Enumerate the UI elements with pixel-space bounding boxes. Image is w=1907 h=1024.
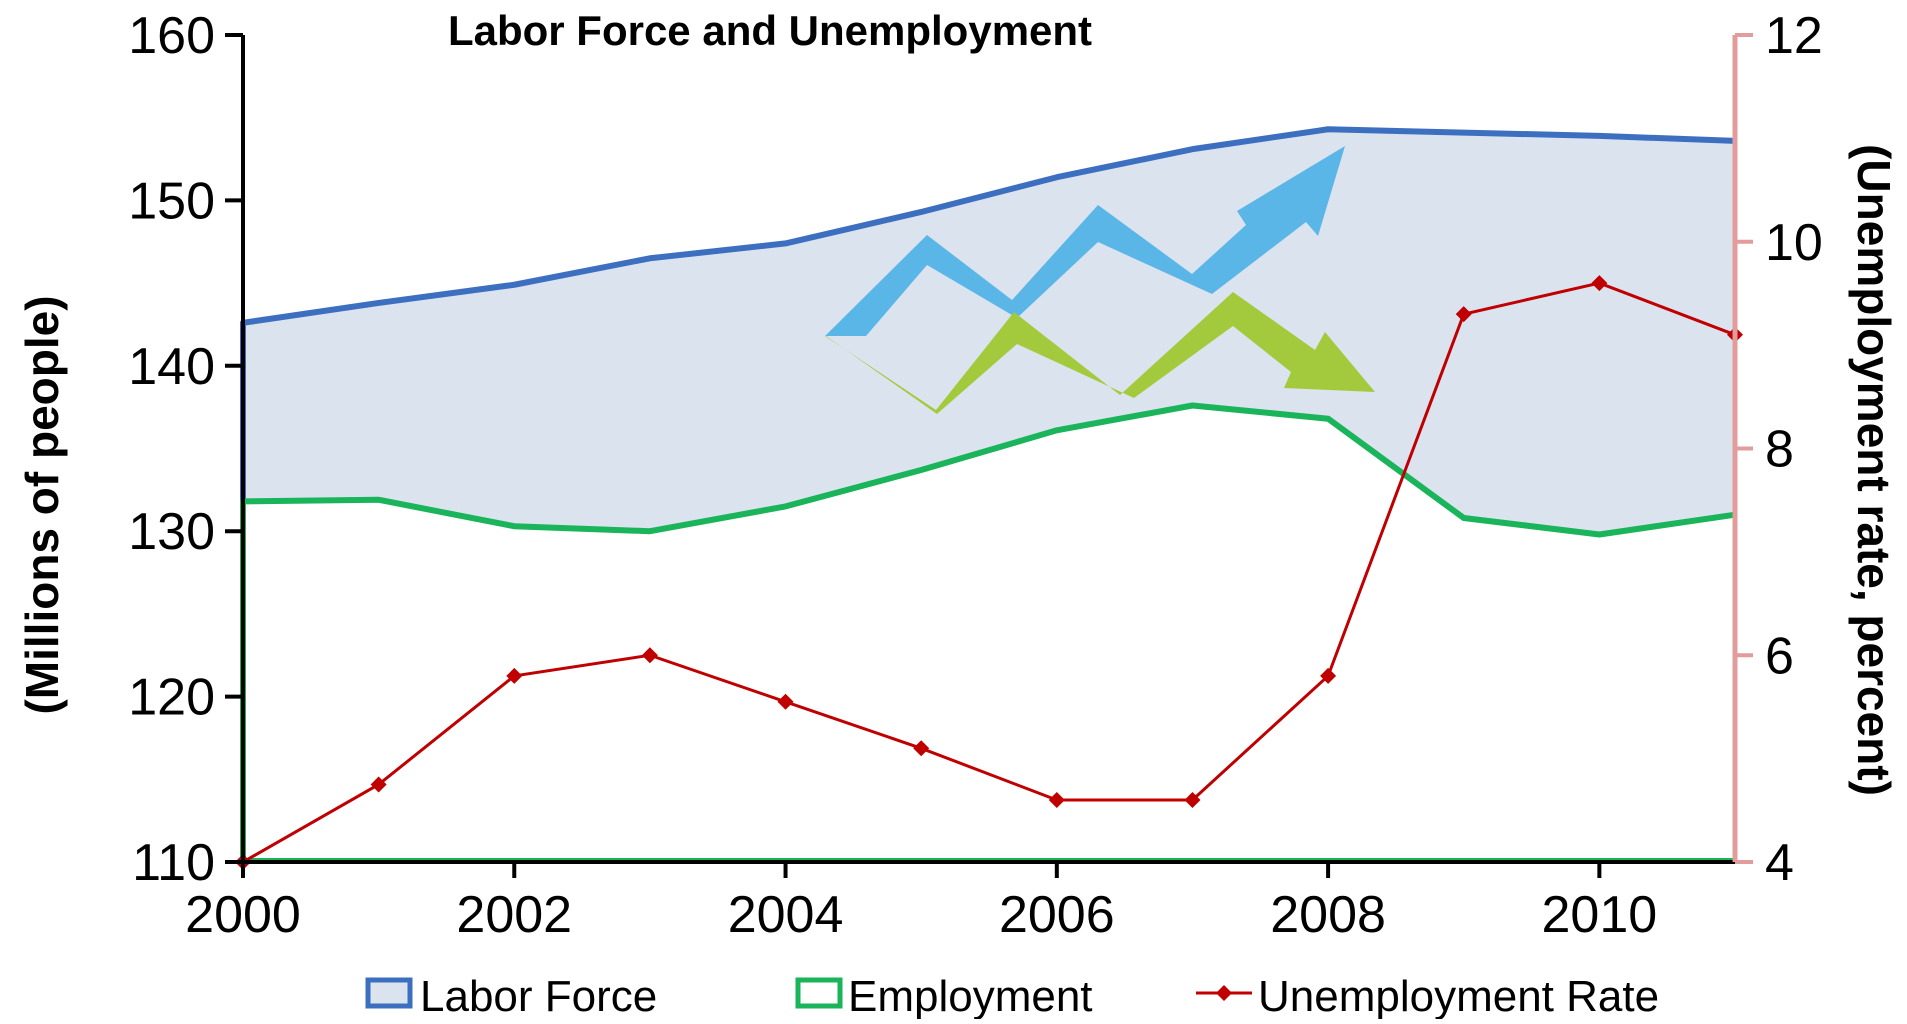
legend-label-labor-force: Labor Force	[420, 972, 657, 1019]
legend-label-employment: Employment	[848, 972, 1093, 1019]
y2-tick-label: 8	[1765, 421, 1794, 479]
x-tick-label: 2008	[1270, 886, 1386, 944]
y2-tick-label: 12	[1765, 7, 1823, 65]
y2-tick-label: 6	[1765, 627, 1794, 685]
y-tick-label: 110	[132, 834, 215, 892]
labor-force-legend-swatch	[368, 980, 410, 1006]
area-layer	[243, 129, 1735, 862]
x-tick-label: 2002	[456, 886, 572, 944]
y2-axis-label: (Unemployment rate, percent)	[1848, 144, 1900, 796]
y-axis-label: (Millions of people)	[16, 295, 68, 714]
y-tick-label: 150	[128, 172, 215, 230]
chart-title: Labor Force and Unemployment	[448, 7, 1092, 54]
y-tick-label: 140	[128, 338, 215, 396]
x-tick-label: 2004	[728, 886, 844, 944]
legend-item-unemployment-rate: Unemployment Rate	[1196, 972, 1659, 1019]
y-tick-label: 130	[128, 503, 215, 561]
y2-tick-label: 10	[1765, 214, 1823, 272]
legend-item-labor-force: Labor Force	[368, 972, 657, 1019]
x-tick-label: 2000	[185, 886, 301, 944]
legend-label-unemployment-rate: Unemployment Rate	[1258, 972, 1659, 1019]
x-tick-label: 2006	[999, 886, 1115, 944]
x-tick-label: 2010	[1542, 886, 1658, 944]
y-tick-label: 160	[128, 7, 215, 65]
employment-legend-swatch	[798, 980, 840, 1006]
y2-tick-label: 4	[1765, 834, 1794, 892]
legend: Labor Force Employment Unemployment Rate	[368, 972, 1659, 1019]
y-tick-label: 120	[128, 669, 215, 727]
unemployment-legend-marker	[1216, 985, 1232, 1001]
legend-item-employment: Employment	[798, 972, 1093, 1019]
